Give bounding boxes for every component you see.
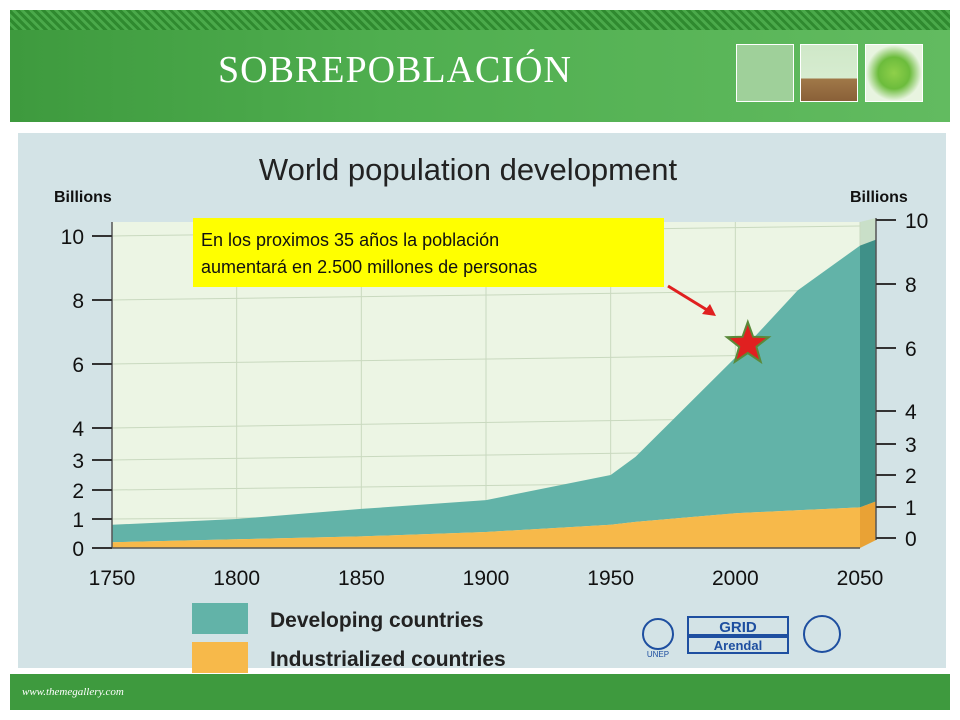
x-tick: 1950 (587, 567, 634, 590)
y-tick-right: 3 (905, 434, 917, 457)
arendal-logo-box (687, 636, 789, 654)
header-thumbnail-leaves (865, 44, 923, 102)
y-tick-right: 10 (905, 210, 928, 233)
unep-logo-icon (642, 618, 674, 650)
un-emblem-icon (803, 615, 841, 653)
y-tick-right: 2 (905, 465, 917, 488)
footer-bar (10, 674, 950, 710)
x-tick: 1800 (213, 567, 260, 590)
annotation-line-2: aumentará en 2.500 millones de personas (201, 257, 537, 277)
area-developing-side (860, 239, 876, 508)
left-axis-label: Billions (54, 189, 112, 206)
y-tick-left: 3 (72, 450, 84, 473)
x-tick: 2050 (837, 567, 884, 590)
star-icon (724, 319, 772, 365)
grid-logo-box (687, 616, 789, 636)
x-ticks: 1750 1800 1850 1900 1950 2000 2050 (89, 567, 884, 590)
x-tick: 2000 (712, 567, 759, 590)
area-industrialized-side (860, 501, 876, 548)
arendal-logo-text: Arendal (714, 638, 762, 653)
legend-label: Developing countries (270, 609, 484, 632)
annotation: En los proximos 35 años la población aum… (193, 218, 772, 365)
legend-swatch (192, 642, 248, 673)
annotation-box (193, 218, 664, 287)
unep-label: UNEP (647, 650, 669, 659)
y-tick-right: 1 (905, 497, 917, 520)
y-ticks-right: 0 1 2 3 4 6 8 10 (876, 210, 928, 551)
header-stripes (10, 10, 950, 30)
y-ticks-left: 0 1 2 3 4 6 8 10 (61, 226, 112, 561)
y-tick-left: 1 (72, 509, 84, 532)
arrow-head-icon (702, 304, 716, 316)
y-tick-left: 0 (72, 538, 84, 561)
header-thumbnail-sprout (800, 44, 858, 102)
y-tick-left: 6 (72, 354, 84, 377)
annotation-line-1: En los proximos 35 años la población (201, 230, 499, 250)
footer-url: www.themegallery.com (22, 686, 124, 698)
area-developing-countries (112, 245, 860, 543)
y-tick-left: 10 (61, 226, 84, 249)
y-tick-left: 4 (72, 418, 84, 441)
chart-title: World population development (259, 152, 678, 187)
legend-swatch (192, 603, 248, 634)
logos: UNEP GRID Arendal (642, 615, 841, 659)
legend-label: Industrialized countries (270, 648, 506, 671)
y-tick-right: 0 (905, 528, 917, 551)
y-tick-left: 2 (72, 480, 84, 503)
slide-title: SOBREPOBLACIÓN (218, 49, 572, 91)
area-industrialized-countries (112, 507, 860, 548)
y-tick-right: 6 (905, 338, 917, 361)
annotation-arrow-icon (667, 284, 713, 315)
x-tick: 1850 (338, 567, 385, 590)
header-thumbnail-green (736, 44, 794, 102)
x-tick: 1900 (463, 567, 510, 590)
grid-logo-text: GRID (719, 619, 757, 636)
y-tick-right: 8 (905, 274, 917, 297)
right-axis-label: Billions (850, 189, 908, 206)
y-tick-right: 4 (905, 401, 917, 424)
axes (111, 218, 877, 549)
y-tick-left: 8 (72, 290, 84, 313)
area-series (112, 239, 876, 548)
x-tick: 1750 (89, 567, 136, 590)
legend: Developing countries Industrialized count… (192, 603, 506, 673)
